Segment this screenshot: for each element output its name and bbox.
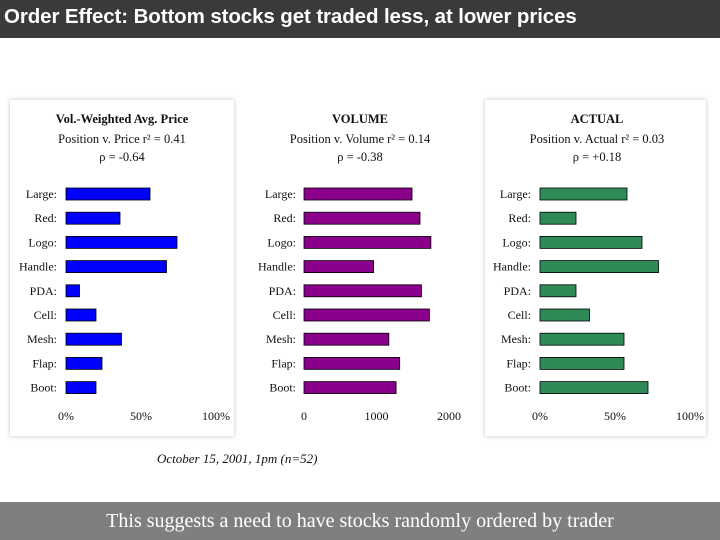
tick-label: 0% <box>58 409 74 423</box>
bar <box>303 356 401 370</box>
tick-label: 100% <box>676 409 704 423</box>
chart-panel-actual: ACTUAL Position v. Actual r² = 0.03 ρ = +0… <box>485 100 706 436</box>
category-label: Handle: <box>19 260 57 274</box>
bar <box>303 211 421 225</box>
chart-volume: VOLUME Position v. Volume r² = 0.14 ρ = -0… <box>258 112 461 423</box>
bar <box>303 235 432 249</box>
category-label: Flap: <box>271 356 296 370</box>
chart-title: Vol.-Weighted Avg. Price <box>56 112 189 126</box>
bar <box>65 332 122 346</box>
chart-price: Vol.-Weighted Avg. Price Position v. Pric… <box>19 112 230 423</box>
bar <box>303 332 390 346</box>
bar <box>65 356 103 370</box>
category-label: Boot: <box>269 381 296 395</box>
bar <box>65 211 121 225</box>
bar <box>65 235 178 249</box>
category-label: Red: <box>508 211 531 225</box>
tick-label: 2000 <box>437 409 461 423</box>
category-label: Large: <box>500 187 531 201</box>
chart-subtitle: Position v. Actual r² = 0.03 <box>530 132 665 146</box>
tick-label: 0 <box>301 409 307 423</box>
chart-actual: ACTUAL Position v. Actual r² = 0.03 ρ = +0… <box>493 112 704 423</box>
tick-label: 50% <box>130 409 152 423</box>
tick-label: 50% <box>604 409 626 423</box>
tick-label: 0% <box>532 409 548 423</box>
bar <box>539 284 577 298</box>
chart-annotation: ρ = +0.18 <box>573 150 621 164</box>
category-label: Red: <box>273 211 296 225</box>
bar <box>539 381 649 395</box>
bar <box>539 308 590 322</box>
category-label: PDA: <box>30 284 57 298</box>
category-label: Handle: <box>258 260 296 274</box>
category-label: Cell: <box>273 308 296 322</box>
category-label: Mesh: <box>501 332 531 346</box>
category-label: Logo: <box>502 235 531 249</box>
chart-title: ACTUAL <box>571 112 624 126</box>
chart-caption: October 15, 2001, 1pm (n=52) <box>157 451 318 466</box>
bar <box>539 356 625 370</box>
slide-title: Order Effect: Bottom stocks get traded l… <box>4 5 577 28</box>
title-bar: Order Effect: Bottom stocks get traded l… <box>0 0 720 38</box>
category-label: PDA: <box>504 284 531 298</box>
bar <box>65 284 80 298</box>
chart-subtitle: Position v. Price r² = 0.41 <box>58 132 186 146</box>
tick-label: 1000 <box>365 409 389 423</box>
tick-label: 100% <box>202 409 230 423</box>
bar <box>65 260 167 274</box>
category-label: Boot: <box>504 381 531 395</box>
category-label: Flap: <box>506 356 531 370</box>
chart-subtitle: Position v. Volume r² = 0.14 <box>290 132 431 146</box>
footer-text: This suggests a need to have stocks rand… <box>106 510 614 532</box>
category-label: Logo: <box>267 235 296 249</box>
bar <box>539 187 628 201</box>
category-label: Mesh: <box>27 332 57 346</box>
category-label: Handle: <box>493 260 531 274</box>
category-label: Flap: <box>32 356 57 370</box>
bar <box>303 187 413 201</box>
chart-annotation: ρ = -0.38 <box>337 150 383 164</box>
category-label: Cell: <box>508 308 531 322</box>
bar <box>303 284 422 298</box>
bar <box>539 235 643 249</box>
bar <box>539 332 625 346</box>
category-label: Logo: <box>28 235 57 249</box>
bar <box>539 260 659 274</box>
bar <box>65 187 151 201</box>
chart-annotation: ρ = -0.64 <box>99 150 145 164</box>
footer-bar: This suggests a need to have stocks rand… <box>0 502 720 540</box>
category-label: PDA: <box>269 284 296 298</box>
category-label: Red: <box>34 211 57 225</box>
category-label: Large: <box>265 187 296 201</box>
bar <box>303 260 374 274</box>
chart-panel-price: Vol.-Weighted Avg. Price Position v. Pric… <box>10 100 234 436</box>
bar <box>539 211 577 225</box>
bar <box>303 381 397 395</box>
chart-title: VOLUME <box>332 112 388 126</box>
category-label: Large: <box>26 187 57 201</box>
bar <box>65 308 97 322</box>
category-label: Boot: <box>30 381 57 395</box>
bar <box>65 381 97 395</box>
category-label: Mesh: <box>266 332 296 346</box>
bar <box>303 308 430 322</box>
chart-panel-volume: VOLUME Position v. Volume r² = 0.14 ρ = -0… <box>249 100 462 436</box>
category-label: Cell: <box>34 308 57 322</box>
